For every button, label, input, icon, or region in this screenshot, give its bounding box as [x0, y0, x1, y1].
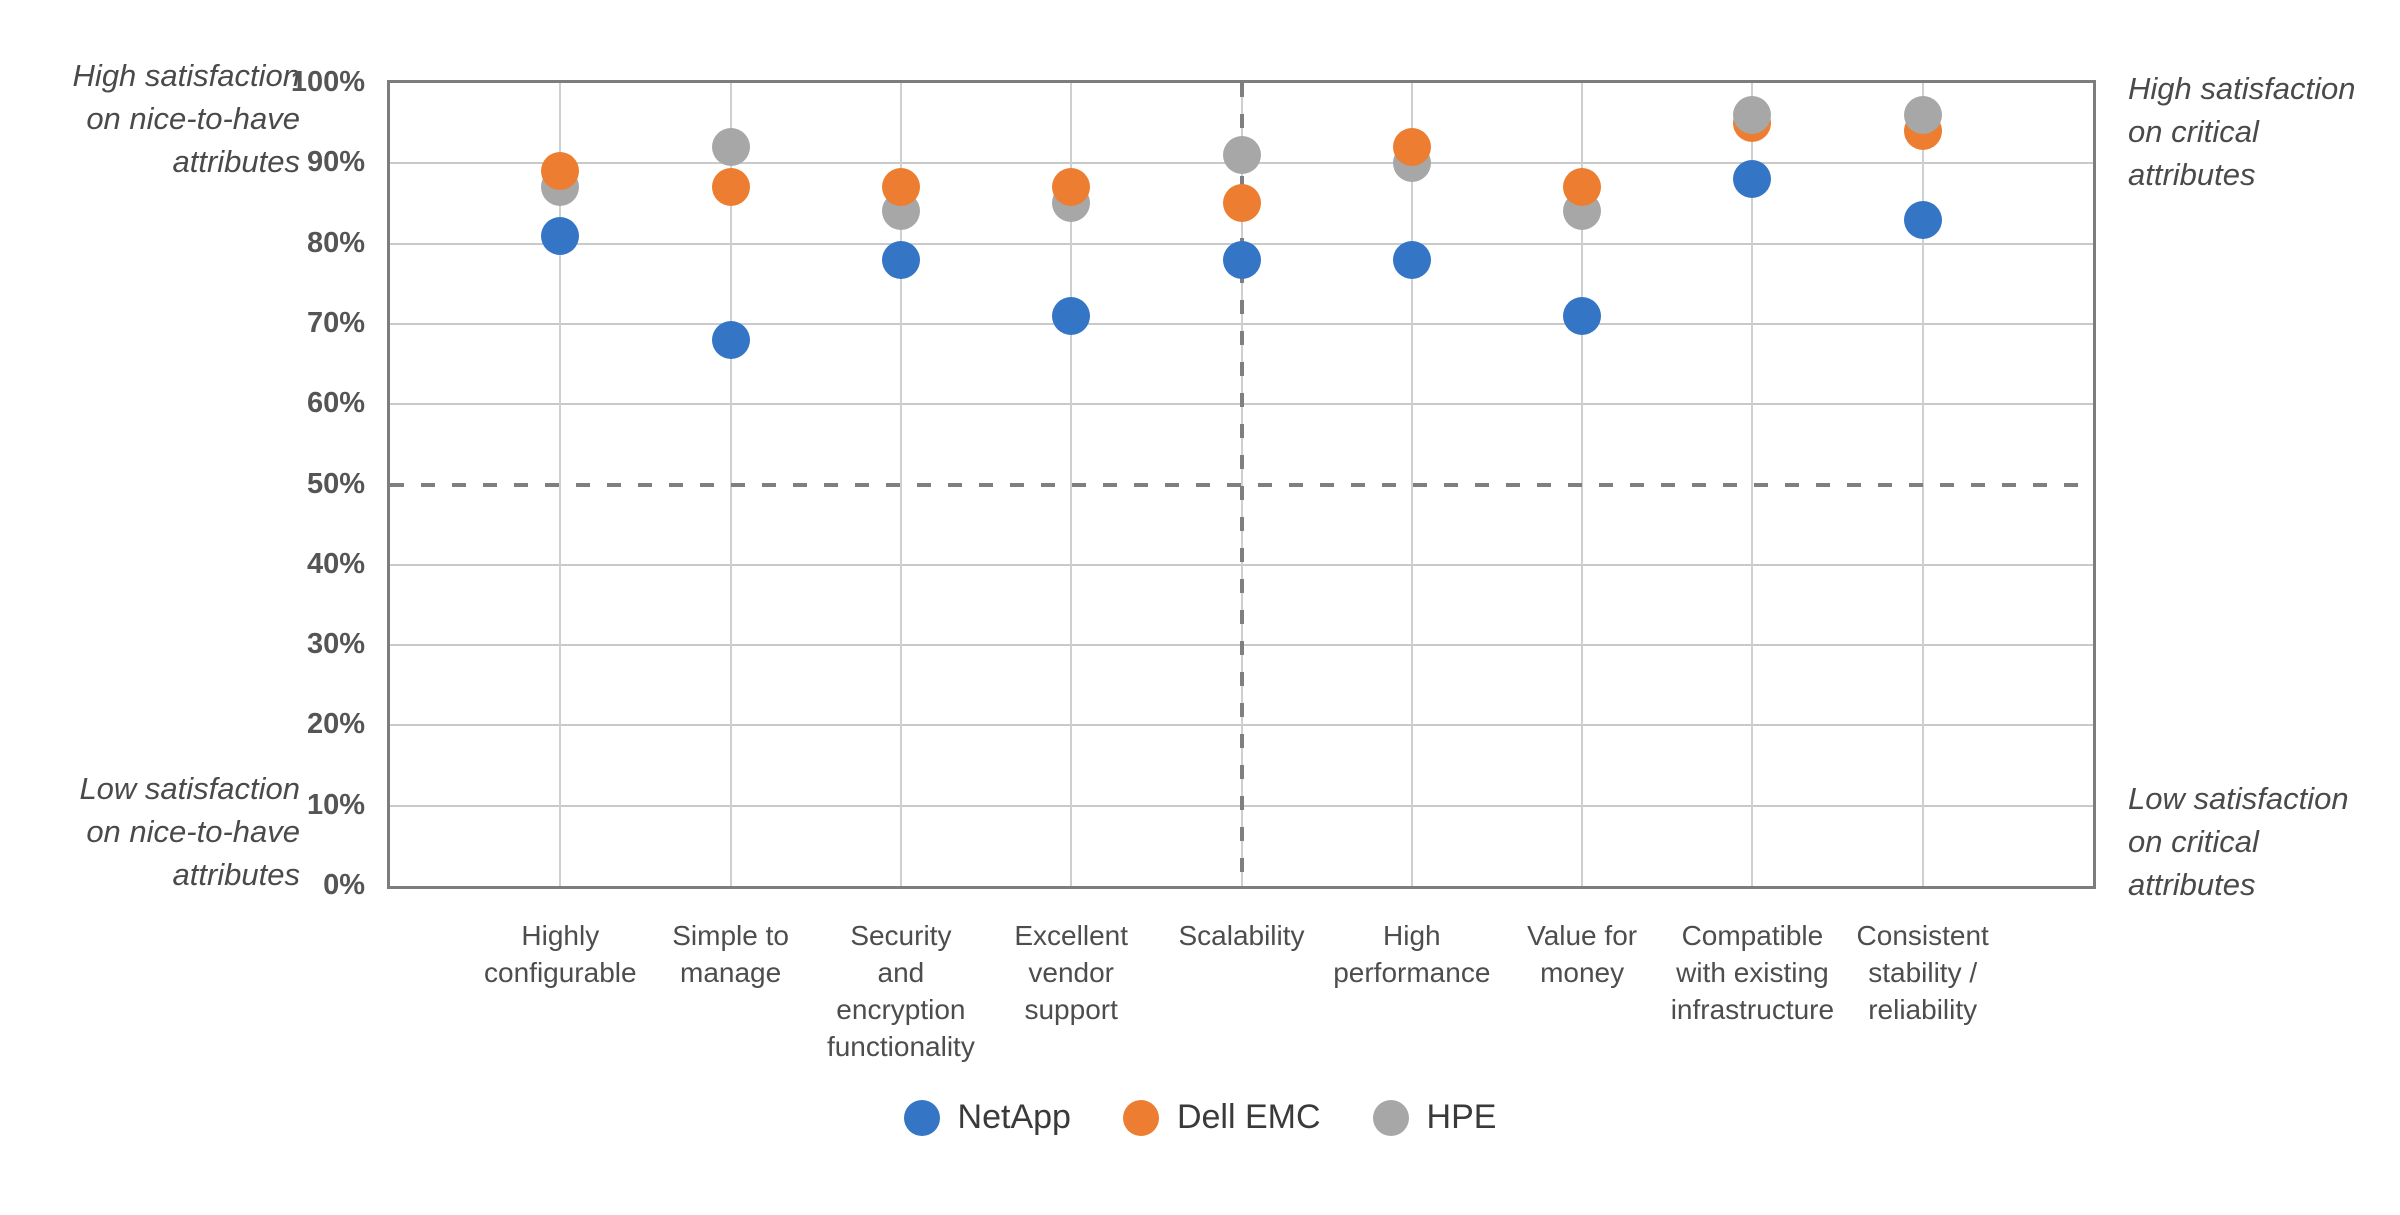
- data-point-dell-emc: [541, 152, 580, 191]
- annotation-top-right: High satisfaction on critical attributes: [2128, 71, 2356, 192]
- data-point-hpe: [1222, 136, 1261, 175]
- data-point-netapp: [1222, 240, 1261, 279]
- y-tick-label-80: 80%: [306, 226, 365, 259]
- y-tick-label-50: 50%: [306, 467, 365, 500]
- data-point-netapp: [1392, 240, 1431, 279]
- y-tick-label-30: 30%: [306, 628, 365, 661]
- y-tick-label-0: 0%: [323, 869, 365, 901]
- data-point-dell-emc: [711, 168, 750, 207]
- annotation-bottom-left: Low satisfaction on nice-to-have attribu…: [79, 771, 300, 892]
- y-tick-label-100: 100%: [290, 66, 365, 98]
- y-tick-label-40: 40%: [306, 547, 365, 580]
- data-point-dell-emc: [1392, 128, 1431, 167]
- legend-label: HPE: [1426, 1098, 1497, 1136]
- data-point-dell-emc: [1563, 168, 1602, 207]
- plot-area: [390, 83, 2093, 886]
- data-point-netapp: [1903, 200, 1942, 239]
- data-point-dell-emc: [1052, 168, 1091, 207]
- legend-label: NetApp: [957, 1098, 1071, 1136]
- legend-swatch-icon: [903, 1099, 940, 1136]
- annotation-top-left: High satisfaction on nice-to-have attrib…: [72, 58, 300, 179]
- category-label: Consistent stability / reliability: [1856, 920, 1989, 1025]
- data-point-dell-emc: [881, 168, 920, 207]
- data-point-netapp: [711, 320, 750, 359]
- category-label: Excellent vendor support: [1014, 920, 1128, 1025]
- y-tick-label-20: 20%: [306, 708, 365, 741]
- category-label: Scalability: [1178, 920, 1305, 951]
- y-tick-label-70: 70%: [306, 306, 365, 339]
- legend-swatch-icon: [1372, 1099, 1409, 1136]
- data-point-netapp: [541, 216, 580, 255]
- y-tick-label-10: 10%: [306, 788, 365, 821]
- data-point-netapp: [1563, 296, 1602, 335]
- category-label: Compatible with existing infrastructure: [1670, 920, 1835, 1025]
- category-label: Highly configurable: [484, 920, 637, 988]
- category-label: High performance: [1333, 920, 1491, 988]
- legend-swatch-icon: [1122, 1099, 1159, 1136]
- legend-item-netapp: NetApp: [903, 1098, 1071, 1137]
- annotation-bottom-right: Low satisfaction on critical attributes: [2128, 781, 2349, 902]
- data-point-hpe: [1733, 96, 1772, 135]
- data-point-netapp: [881, 240, 920, 279]
- category-label: Security and encryption functionality: [826, 920, 975, 1062]
- data-point-netapp: [1052, 296, 1091, 335]
- legend: NetApp Dell EMC HPE: [0, 1098, 2400, 1137]
- data-point-netapp: [1733, 160, 1772, 199]
- data-point-dell-emc: [1222, 184, 1261, 223]
- legend-item-dell-emc: Dell EMC: [1122, 1098, 1321, 1137]
- category-label: Simple to manage: [672, 920, 789, 988]
- category-label: Value for money: [1527, 920, 1638, 988]
- dashed-vertical-divider-line: [1239, 83, 1244, 886]
- y-tick-label-90: 90%: [306, 146, 365, 179]
- legend-label: Dell EMC: [1176, 1098, 1321, 1136]
- y-tick-label-60: 60%: [306, 387, 365, 420]
- legend-item-hpe: HPE: [1372, 1098, 1497, 1137]
- data-point-hpe: [1903, 96, 1942, 135]
- data-point-hpe: [711, 128, 750, 167]
